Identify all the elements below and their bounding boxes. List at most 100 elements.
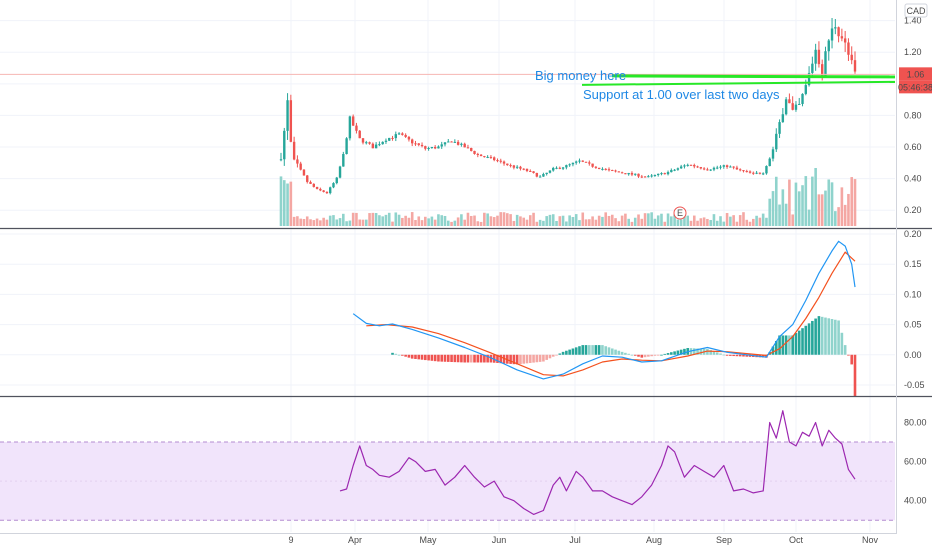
volume-bar [391, 221, 394, 226]
candle-body [325, 191, 329, 194]
volume-bar [712, 214, 716, 226]
candle-body [614, 170, 617, 172]
volume-bar [443, 215, 447, 226]
candle-body [483, 156, 486, 158]
volume-bar [469, 215, 473, 226]
month-label-Aug: Aug [646, 535, 662, 545]
macd-histogram-bar [732, 354, 735, 357]
volume-bar [515, 214, 519, 226]
candle-body [725, 165, 729, 168]
candle-body [689, 164, 693, 166]
rsi-tick-label: 60.00 [904, 457, 927, 467]
volume-bar [315, 218, 319, 226]
countdown-badge [899, 80, 932, 94]
volume-bar [489, 216, 493, 226]
candle-body [404, 134, 407, 137]
macd-histogram-bar [683, 348, 686, 355]
volume-bar [381, 216, 384, 226]
candle-body [761, 173, 765, 175]
volume-bar [522, 217, 526, 226]
candle-body [771, 149, 775, 159]
volume-bar [394, 212, 398, 226]
big-money-line[interactable] [611, 74, 896, 79]
candle-body [279, 159, 283, 161]
volume-bar [624, 213, 627, 226]
event-marker[interactable]: E [673, 206, 687, 220]
macd-histogram-bar [653, 354, 657, 356]
volume-bar [355, 212, 358, 226]
macd-histogram-bar [555, 354, 558, 356]
volume-bar [348, 220, 352, 226]
macd-histogram-bar [640, 354, 644, 358]
volume-bar [656, 215, 660, 226]
volume-bar [797, 191, 801, 226]
macd-histogram-bar [811, 320, 814, 355]
volume-bar [643, 213, 647, 226]
candle-body [784, 99, 788, 115]
currency-box[interactable] [904, 3, 928, 18]
macd-histogram-bar [650, 354, 653, 357]
month-label-9: 9 [288, 535, 293, 545]
macd-histogram-bar [466, 354, 470, 363]
candle-body [535, 172, 539, 177]
candle-body [804, 85, 807, 94]
candle-body [532, 171, 535, 173]
volume-bar [745, 219, 749, 226]
macd-histogram-bar [574, 347, 578, 355]
price-tick-label: 1.40 [904, 16, 922, 26]
volume-bar [729, 216, 732, 226]
volume-bar [820, 194, 824, 226]
volume-bar [591, 216, 594, 226]
volume-bar [519, 216, 522, 226]
annotation-layer: Big money here Support at 1.00 over last … [0, 68, 896, 220]
macd-histogram-bar [820, 316, 824, 355]
candle-body [781, 114, 785, 123]
macd-histogram-bar [460, 354, 463, 363]
volume-bar [361, 219, 365, 226]
volume-bar [555, 220, 558, 226]
candle-body [768, 158, 771, 167]
macd-histogram-bar [499, 354, 503, 364]
macd-histogram-bar [788, 335, 791, 355]
candle-body [568, 164, 571, 166]
candle-body [755, 172, 758, 174]
volume-bar [460, 214, 463, 226]
macd-histogram-bar [453, 354, 457, 363]
annotation-support: Support at 1.00 over last two days [583, 87, 780, 102]
macd-histogram-bar [853, 354, 857, 397]
volume-bar [732, 215, 735, 226]
candle-body [292, 141, 296, 160]
volume-layer [279, 168, 857, 226]
volume-bar [565, 221, 568, 226]
volume-bar [292, 216, 296, 226]
volume-bar [499, 212, 503, 226]
macd-histogram-bar [594, 345, 598, 355]
volume-bar [709, 220, 712, 226]
macd-histogram-bar [515, 354, 519, 365]
candle-body [630, 172, 634, 175]
macd-histogram-bar [643, 354, 647, 358]
candle-body [794, 104, 798, 110]
candle-body [414, 143, 417, 145]
candle-body [827, 40, 830, 52]
macd-histogram-bar [801, 328, 804, 355]
volume-bar [279, 176, 283, 226]
macd-histogram-bar [771, 346, 775, 355]
candle-body [306, 175, 309, 182]
volume-bar [683, 216, 686, 226]
volume-bar [414, 220, 417, 226]
volume-bar [479, 221, 483, 226]
candle-body [686, 164, 689, 166]
macd-signal-line [366, 251, 856, 377]
candle-body [716, 167, 719, 169]
macd-histogram-bar [397, 354, 401, 356]
macd-histogram-bar [706, 348, 709, 355]
volume-bar [837, 207, 840, 226]
support-line[interactable] [581, 80, 896, 86]
macd-histogram-bar [489, 354, 493, 363]
candle-body [437, 146, 440, 149]
volume-bar [483, 212, 486, 226]
macd-histogram-bar [637, 354, 640, 357]
macd-histogram-bar [394, 353, 398, 355]
